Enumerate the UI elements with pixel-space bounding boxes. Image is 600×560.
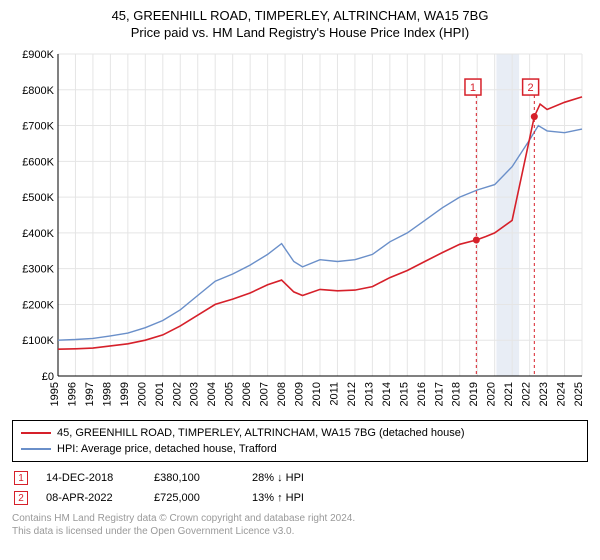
svg-text:2025: 2025 [573,382,585,406]
svg-text:£300K: £300K [22,264,54,276]
svg-text:1998: 1998 [101,382,113,406]
sale-row-1: 1 14-DEC-2018 £380,100 28% ↓ HPI [12,468,588,488]
legend-swatch-hpi [21,448,51,450]
svg-text:2012: 2012 [346,382,358,406]
svg-text:2014: 2014 [381,382,393,406]
sale-events: 1 14-DEC-2018 £380,100 28% ↓ HPI 2 08-AP… [12,468,588,508]
svg-text:2000: 2000 [136,382,148,406]
svg-text:2016: 2016 [416,382,428,406]
svg-text:2005: 2005 [224,382,236,406]
sale-marker-2-label: 2 [18,493,24,504]
svg-text:£100K: £100K [22,335,54,347]
svg-text:2022: 2022 [521,382,533,406]
svg-text:£800K: £800K [22,85,54,97]
svg-text:£0: £0 [42,371,54,383]
sale-2-price: £725,000 [154,492,234,504]
chart-title-line1: 45, GREENHILL ROAD, TIMPERLEY, ALTRINCHA… [12,8,588,23]
svg-text:2001: 2001 [154,382,166,406]
svg-text:2015: 2015 [398,382,410,406]
legend-row-price: 45, GREENHILL ROAD, TIMPERLEY, ALTRINCHA… [21,425,579,441]
sale-2-date: 08-APR-2022 [46,492,136,504]
svg-text:£200K: £200K [22,299,54,311]
legend-box: 45, GREENHILL ROAD, TIMPERLEY, ALTRINCHA… [12,420,588,462]
sale-marker-1-label: 1 [18,473,24,484]
svg-text:2023: 2023 [538,382,550,406]
svg-text:2021: 2021 [503,382,515,406]
svg-text:£400K: £400K [22,228,54,240]
sale-1-date: 14-DEC-2018 [46,472,136,484]
chart-title-line2: Price paid vs. HM Land Registry's House … [12,25,588,40]
svg-text:1996: 1996 [66,382,78,406]
svg-text:£700K: £700K [22,121,54,133]
chart-container: 45, GREENHILL ROAD, TIMPERLEY, ALTRINCHA… [0,0,600,560]
footer-line1: Contains HM Land Registry data © Crown c… [12,512,588,525]
sale-2-pct: 13% ↑ HPI [252,492,352,504]
svg-text:2004: 2004 [206,382,218,406]
svg-text:2007: 2007 [259,382,271,406]
svg-text:2019: 2019 [468,382,480,406]
sale-1-pct: 28% ↓ HPI [252,472,352,484]
svg-text:2008: 2008 [276,382,288,406]
sale-1-price: £380,100 [154,472,234,484]
footer-attribution: Contains HM Land Registry data © Crown c… [12,512,588,538]
svg-text:2010: 2010 [311,382,323,406]
sale-marker-1-icon: 1 [14,471,28,485]
svg-text:2024: 2024 [556,382,568,406]
svg-text:£600K: £600K [22,156,54,168]
svg-text:£500K: £500K [22,192,54,204]
svg-text:1: 1 [470,82,476,94]
line-chart-svg: £0 £100K £200K £300K £400K £500K £600K £700K £80… [12,46,588,416]
footer-line2: This data is licensed under the Open Gov… [12,525,588,538]
svg-text:2020: 2020 [486,382,498,406]
svg-text:2009: 2009 [294,382,306,406]
svg-text:1997: 1997 [84,382,96,406]
legend-row-hpi: HPI: Average price, detached house, Traf… [21,441,579,457]
svg-text:£900K: £900K [22,49,54,61]
svg-text:2017: 2017 [433,382,445,406]
svg-text:2: 2 [528,82,534,94]
svg-text:2006: 2006 [241,382,253,406]
sale-row-2: 2 08-APR-2022 £725,000 13% ↑ HPI [12,488,588,508]
svg-text:2002: 2002 [171,382,183,406]
svg-text:1995: 1995 [49,382,61,406]
svg-text:2003: 2003 [189,382,201,406]
svg-text:1999: 1999 [119,382,131,406]
svg-text:2011: 2011 [328,382,340,406]
legend-label-price: 45, GREENHILL ROAD, TIMPERLEY, ALTRINCHA… [57,427,465,439]
svg-text:2018: 2018 [451,382,463,406]
chart-area: £0 £100K £200K £300K £400K £500K £600K £700K £80… [12,46,588,416]
legend-swatch-price [21,432,51,434]
sale-marker-2-icon: 2 [14,491,28,505]
svg-text:2013: 2013 [363,382,375,406]
legend-label-hpi: HPI: Average price, detached house, Traf… [57,443,277,455]
